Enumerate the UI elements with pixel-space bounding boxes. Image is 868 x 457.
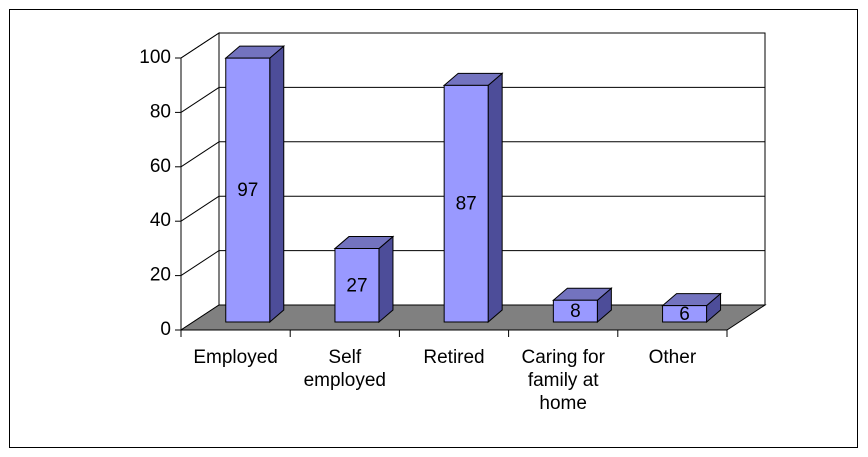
- bar-side: [269, 45, 285, 324]
- grid-line: [180, 32, 220, 59]
- data-label: 8: [570, 301, 581, 322]
- y-tick-label: 80: [150, 101, 171, 122]
- side-wall: [180, 32, 220, 331]
- grid-line: [180, 141, 220, 168]
- x-tick-label: Employed: [193, 347, 278, 368]
- y-tick-label: 60: [150, 156, 171, 177]
- y-tick-label: 0: [160, 319, 171, 340]
- x-tick-label: Other: [648, 347, 697, 368]
- x-tick-label: Self employed: [303, 347, 386, 391]
- bar-side: [487, 72, 503, 324]
- y-tick-label: 20: [150, 265, 171, 286]
- y-tick-label: 100: [139, 47, 171, 68]
- bar: [442, 72, 504, 324]
- data-label: 97: [237, 180, 258, 201]
- bar: [333, 235, 395, 324]
- data-label: 27: [346, 275, 367, 296]
- x-tick-label: Retired: [423, 347, 485, 368]
- y-tick-label: 40: [150, 210, 171, 231]
- x-tick-label: Caring for family at home: [521, 347, 605, 414]
- bar-front: [552, 299, 598, 323]
- bar: [552, 287, 613, 324]
- data-label: 87: [456, 194, 477, 215]
- bar: [224, 45, 286, 324]
- grid-line: [180, 250, 220, 277]
- grid-line: [180, 195, 220, 222]
- bar-front: [443, 84, 489, 323]
- data-label: 6: [679, 304, 690, 325]
- grid-line: [180, 86, 220, 113]
- bar-side: [378, 235, 394, 324]
- bar-front: [334, 248, 380, 323]
- bar-front: [225, 57, 271, 323]
- bar-front: [662, 305, 708, 323]
- bar: [661, 292, 722, 324]
